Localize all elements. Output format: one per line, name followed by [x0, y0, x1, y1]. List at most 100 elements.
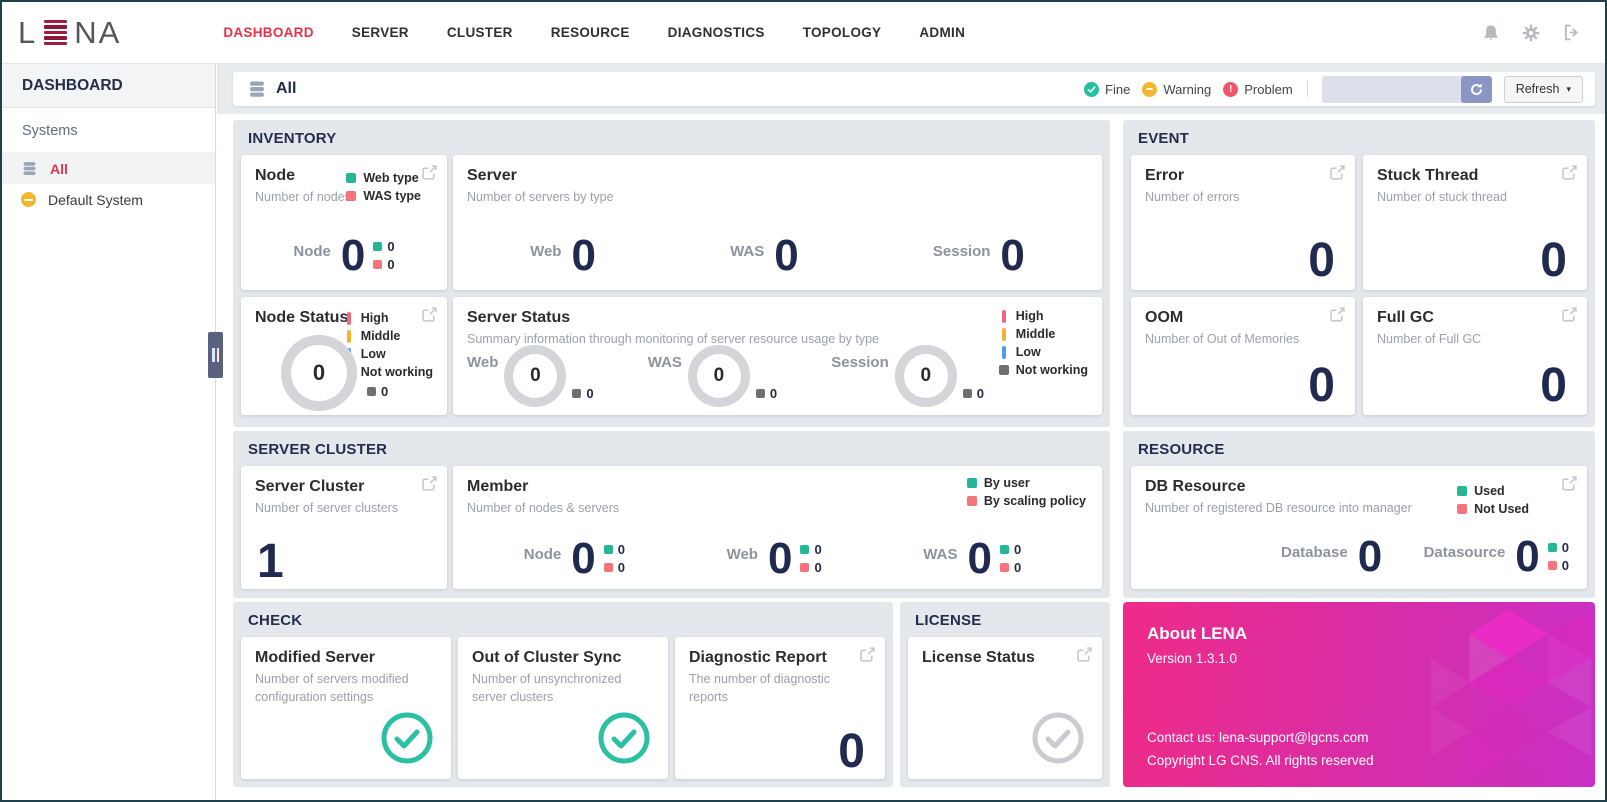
database-metric: Database 0: [1281, 531, 1383, 581]
about-contact: Contact us: lena-support@lgcns.com: [1147, 730, 1369, 745]
card-subtitle: Number of Out of Memories: [1145, 332, 1300, 346]
fine-check-icon: [1084, 81, 1100, 97]
notifications-bell-icon[interactable]: [1481, 23, 1501, 43]
legend-middle: Middle: [999, 327, 1088, 341]
logo-stripes-icon: [44, 20, 68, 45]
about-triangle-pattern: [1430, 609, 1592, 787]
external-link-icon[interactable]: [1562, 307, 1577, 327]
settings-gear-icon[interactable]: [1521, 23, 1541, 43]
logout-door-icon[interactable]: [1561, 23, 1581, 43]
external-link-icon[interactable]: [422, 165, 437, 185]
system-toolbar: All Fine Warning ! Problem: [233, 72, 1595, 106]
nav-resource[interactable]: RESOURCE: [550, 25, 630, 40]
selected-system-name: All: [276, 80, 297, 97]
by-policy-count: 0: [999, 560, 1021, 575]
card-title: Modified Server: [255, 649, 376, 666]
panel-event: EVENT Error Number of errors 0 Stuck Thr…: [1123, 120, 1595, 427]
nav-cluster[interactable]: CLUSTER: [446, 25, 513, 40]
external-link-icon[interactable]: [1330, 165, 1345, 185]
card-modified-server: Modified Server Number of servers modifi…: [241, 637, 451, 779]
was-not-working-count: 0: [755, 386, 777, 401]
database-icon: [250, 81, 264, 97]
card-title: Node Status: [255, 309, 349, 326]
green-square-icon: [966, 478, 977, 488]
sidebar-title: DASHBOARD: [2, 64, 215, 108]
warning-label: Warning: [1163, 81, 1212, 97]
main-navigation: DASHBOARD SERVER CLUSTER RESOURCE DIAGNO…: [223, 25, 965, 40]
warning-minus-icon: [21, 192, 36, 207]
card-title: License Status: [922, 649, 1035, 666]
card-title: Diagnostic Report: [689, 649, 827, 666]
refresh-dropdown-button[interactable]: Refresh ▾: [1503, 75, 1583, 103]
lena-logo[interactable]: L NA: [18, 15, 121, 51]
node-type-legend: Web type WAS type: [346, 171, 421, 203]
db-usage-legend: Used Not Used: [1457, 484, 1529, 516]
card-subtitle: Number of errors: [1145, 190, 1240, 204]
toolbar-right: Fine Warning ! Problem Refresh: [1084, 75, 1583, 103]
card-error: Error Number of errors 0: [1131, 155, 1355, 290]
middle-bar-icon: [1001, 327, 1006, 341]
external-link-icon[interactable]: [1330, 307, 1345, 327]
external-link-icon[interactable]: [1077, 647, 1092, 667]
external-link-icon[interactable]: [1562, 165, 1577, 185]
server-web-metric: Web 0: [530, 230, 596, 280]
green-square-icon: [346, 173, 357, 183]
web-type-count: 0: [373, 239, 395, 254]
sidebar-item-default-system[interactable]: Default System: [2, 184, 215, 215]
card-member: Member Number of nodes & servers By user…: [453, 466, 1102, 589]
legend-used: Used: [1457, 484, 1529, 498]
logo-letter-l: L: [18, 14, 38, 50]
external-link-icon[interactable]: [422, 476, 437, 496]
nav-admin[interactable]: ADMIN: [919, 25, 966, 40]
nav-dashboard[interactable]: DASHBOARD: [223, 25, 314, 40]
legend-low: Low: [344, 347, 433, 361]
legend-high: High: [344, 311, 433, 325]
card-title: Error: [1145, 167, 1185, 184]
legend-high: High: [999, 309, 1088, 323]
datasource-metric: Datasource 0 0 0: [1423, 531, 1569, 581]
panel-title: CHECK: [248, 612, 303, 629]
node-status-not-working-count: 0: [367, 384, 388, 399]
external-link-icon[interactable]: [422, 307, 437, 327]
about-version: Version 1.3.1.0: [1147, 651, 1238, 666]
by-user-count: 0: [800, 542, 822, 557]
sidebar-item-all[interactable]: All: [2, 153, 215, 184]
card-subtitle: Number of nodes & servers: [467, 501, 620, 515]
server-session-metric: Session 0: [932, 230, 1025, 280]
panel-resource: RESOURCE DB Resource Number of registere…: [1123, 431, 1595, 598]
card-title: DB Resource: [1145, 478, 1246, 495]
card-subtitle: Number of unsynchronized server clusters: [472, 672, 622, 704]
bottom-left-panels: CHECK Modified Server Number of servers …: [233, 602, 1110, 787]
legend-web-type: Web type: [346, 171, 421, 185]
external-link-icon[interactable]: [1562, 476, 1577, 496]
panel-about-lena: About LENA Version 1.3.1.0 Contact us: l…: [1123, 602, 1595, 787]
logo-letters-na: NA: [74, 14, 122, 50]
problem-exclamation-icon: !: [1223, 81, 1239, 97]
metric-label: Node: [293, 242, 331, 260]
stuck-thread-count: 0: [1540, 234, 1567, 288]
by-policy-count: 0: [800, 560, 822, 575]
panel-title: EVENT: [1138, 130, 1190, 147]
card-subtitle: Number of Full GC: [1377, 332, 1482, 346]
panel-title: LICENSE: [915, 612, 982, 629]
nav-server[interactable]: SERVER: [351, 25, 409, 40]
external-link-icon[interactable]: [860, 647, 875, 667]
card-node: Node Number of nodes Web type WAS type N…: [241, 155, 447, 290]
refresh-now-button[interactable]: [1460, 75, 1492, 103]
card-title: Out of Cluster Sync: [472, 649, 622, 666]
card-subtitle: Number of servers by type: [467, 190, 614, 204]
server-cluster-count: 1: [257, 535, 284, 589]
card-title: OOM: [1145, 309, 1184, 326]
refresh-progress-bar: [1321, 75, 1492, 103]
red-square-icon: [1457, 504, 1468, 514]
sidebar-collapse-handle[interactable]: [208, 332, 223, 378]
status-legend-fine: Fine: [1084, 81, 1130, 97]
card-stuck-thread: Stuck Thread Number of stuck thread 0: [1363, 155, 1587, 290]
panel-title: SERVER CLUSTER: [248, 441, 388, 458]
card-db-resource: DB Resource Number of registered DB reso…: [1131, 466, 1587, 589]
warning-minus-icon: [1142, 81, 1158, 97]
nav-diagnostics[interactable]: DIAGNOSTICS: [667, 25, 765, 40]
server-was-metric: WAS 0: [730, 230, 799, 280]
nav-topology[interactable]: TOPOLOGY: [802, 25, 882, 40]
gray-square-icon: [998, 365, 1009, 375]
